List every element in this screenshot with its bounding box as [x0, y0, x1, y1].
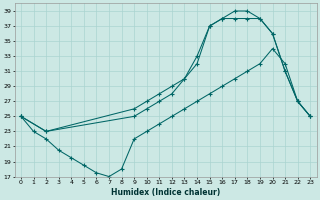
X-axis label: Humidex (Indice chaleur): Humidex (Indice chaleur) — [111, 188, 220, 197]
